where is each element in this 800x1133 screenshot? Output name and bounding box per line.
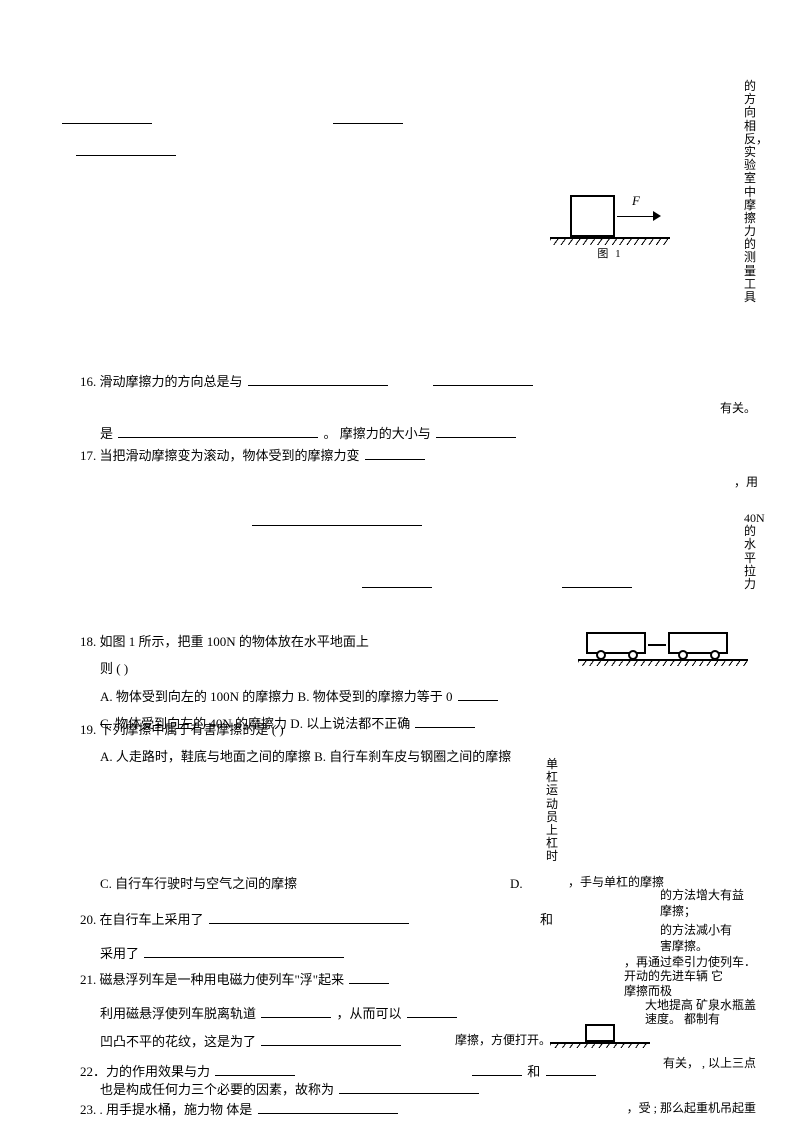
q16: 16. 滑动摩擦力的方向总是与 [80,370,750,397]
q23-right: ，受 ; 那么起重机吊起重 [627,1098,756,1120]
q21-right1: ，再通过牵引力使列车． 开动的先进车辆 它 摩擦而极 [624,955,756,998]
q22-right: 有关， , 以上三点 [646,1056,756,1070]
vertical-text-top: 的方向相反，实验室中摩擦力的测量工具 [744,80,758,304]
q23: 23. . 用手提水桶，施力物 体是 [80,1098,400,1121]
mid-blanks-3 [560,572,634,595]
vertical-text-mid2: 40N的水平拉力 [744,512,758,591]
figure-block-small [550,1018,650,1048]
q19-c: C. 自行车行驶时与空气之间的摩擦 [100,872,297,895]
figure-carts [578,622,748,666]
q16-head: 16. 滑动摩擦力的方向总是与 [80,374,243,389]
q19-d: D. [510,872,523,895]
q20: 20. 在自行车上采用了 [80,908,411,931]
q16-right: 有关。 [720,398,756,420]
q20-and: 和 [540,908,553,931]
q17: 17. 当把滑动摩擦变为滚动，物体受到的摩擦力变 [80,444,427,467]
q19-d-tail: ，手与单杠的摩擦 [568,872,664,894]
q21-right4: 大地提高 矿泉水瓶盖 速度。 都制有 [645,998,756,1027]
q20-right2: 的方法减小有害摩擦。 [660,923,734,954]
mid-blanks-2 [360,572,434,595]
figure-1-label: 图 1 [550,245,670,265]
q21-line3b: 摩擦，方便打开。 [455,1030,551,1052]
q21-line3: 凹凸不平的花纹，这是为了 [100,1030,403,1053]
vertical-text-mid1: ，用 [734,476,758,489]
q21-line2: 利用磁悬浮使列车脱离轨道 ，从而可以 [100,1002,459,1025]
top-blanks [60,108,405,131]
q16-line2: 是 。 摩擦力的大小与 [100,422,640,445]
top-blank-2 [74,140,178,163]
figure-1: F 图 1 [550,190,670,265]
q20-right1: 的方法增大有益摩擦； [660,888,750,919]
q19: 19. 下列摩擦中属于有害摩擦的是 ( ) A. 人走路时，鞋底与地面之间的摩擦… [80,718,740,773]
q21: 21. 磁悬浮列车是一种用电磁力使列车"浮"起来 [80,968,391,991]
vertical-text-q19: 单杠运动员上杠时 [546,758,560,864]
q20-b: 采用了 [100,942,346,965]
mid-blanks [250,510,424,533]
q22-mid: 和 [470,1060,598,1083]
